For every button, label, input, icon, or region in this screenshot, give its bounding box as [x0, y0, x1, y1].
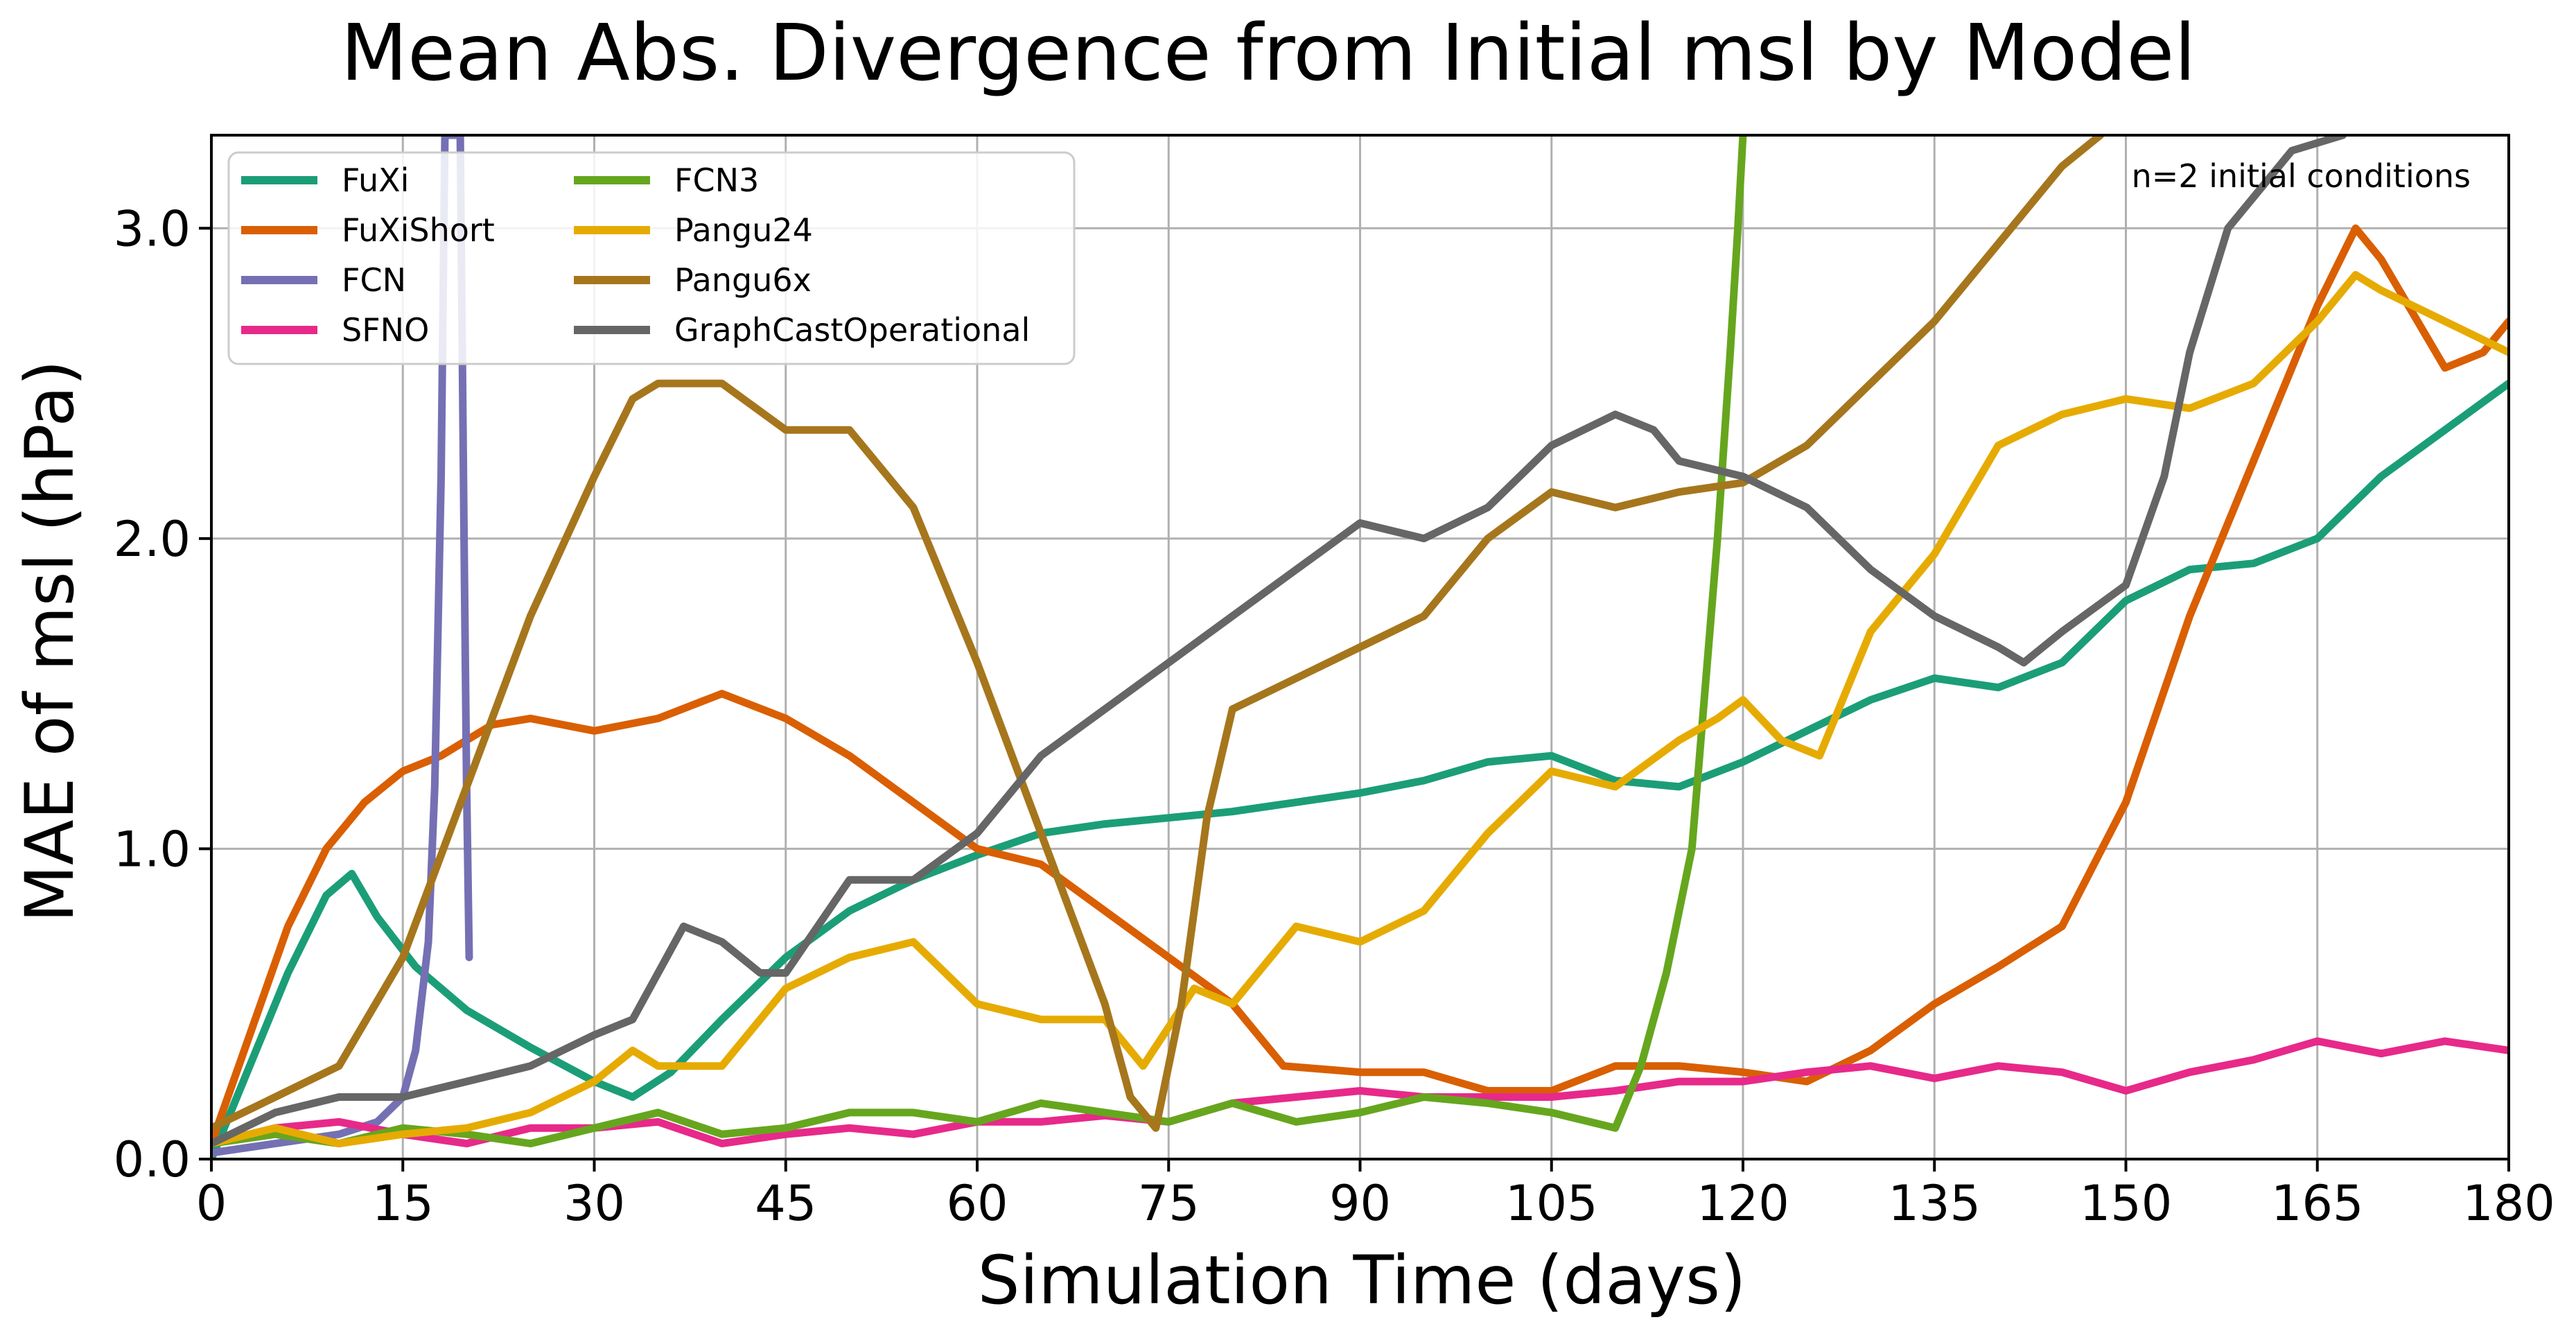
- series-line-pangu24: [211, 270, 2509, 1148]
- tick-layer: 0 15 30 45 60 75 90 105 120 135 150 165 180 0.0 1.0 2.0…: [114, 200, 2555, 1232]
- y-tick-label: 2.0: [114, 511, 191, 568]
- legend-label-pangu24: Pangu24: [674, 211, 813, 249]
- legend-label-fcn: FCN: [342, 261, 406, 299]
- y-axis-label: MAE of msl (hPa): [11, 360, 89, 923]
- y-tick-label: 1.0: [114, 821, 191, 878]
- x-tick-label: 150: [2080, 1175, 2173, 1232]
- x-tick-label: 120: [1697, 1175, 1789, 1232]
- series-line-fuxishort: [211, 224, 2509, 1148]
- y-tick-label: 0.0: [114, 1131, 191, 1188]
- series-line-fcn3: [211, 135, 1747, 1148]
- series-line-fuxi: [211, 379, 2509, 1159]
- x-tick-label: 60: [946, 1175, 1008, 1232]
- x-axis-label: Simulation Time (days): [978, 1242, 1746, 1319]
- legend-box: [227, 151, 1076, 365]
- legend-label-sfno: SFNO: [342, 311, 429, 349]
- legend-label-graphcastoperational: GraphCastOperational: [674, 311, 1030, 349]
- x-tick-label: 135: [1888, 1175, 1981, 1232]
- legend-label-fcn3: FCN3: [674, 162, 759, 199]
- x-tick-label: 165: [2271, 1175, 2364, 1232]
- x-tick-label: 15: [372, 1175, 434, 1232]
- x-tick-label: 45: [755, 1175, 816, 1232]
- x-tick-label: 90: [1329, 1175, 1391, 1232]
- chart-title: Mean Abs. Divergence from Initial msl by…: [341, 8, 2196, 98]
- x-tick-label: 0: [196, 1175, 227, 1232]
- series-layer: [211, 135, 2509, 1159]
- y-tick-label: 3.0: [114, 200, 191, 257]
- series-line-graphcastoperational: [211, 135, 2347, 1148]
- legend-label-pangu6x: Pangu6x: [674, 261, 812, 299]
- series-line-pangu6x: [211, 135, 2105, 1132]
- x-tick-label: 180: [2462, 1175, 2555, 1232]
- x-tick-label: 75: [1138, 1175, 1200, 1232]
- x-tick-label: 105: [1505, 1175, 1598, 1232]
- x-tick-label: 30: [563, 1175, 625, 1232]
- series-line-fcn: [211, 135, 473, 1157]
- legend-label-fuxishort: FuXiShort: [342, 211, 495, 249]
- annotation-initial-conditions: n=2 initial conditions: [2132, 157, 2471, 195]
- legend-label-fuxi: FuXi: [342, 162, 409, 199]
- legend: FuXi FuXiShort FCN SFNO FCN3 Pangu24 Pangu6x Gr…: [227, 151, 1076, 365]
